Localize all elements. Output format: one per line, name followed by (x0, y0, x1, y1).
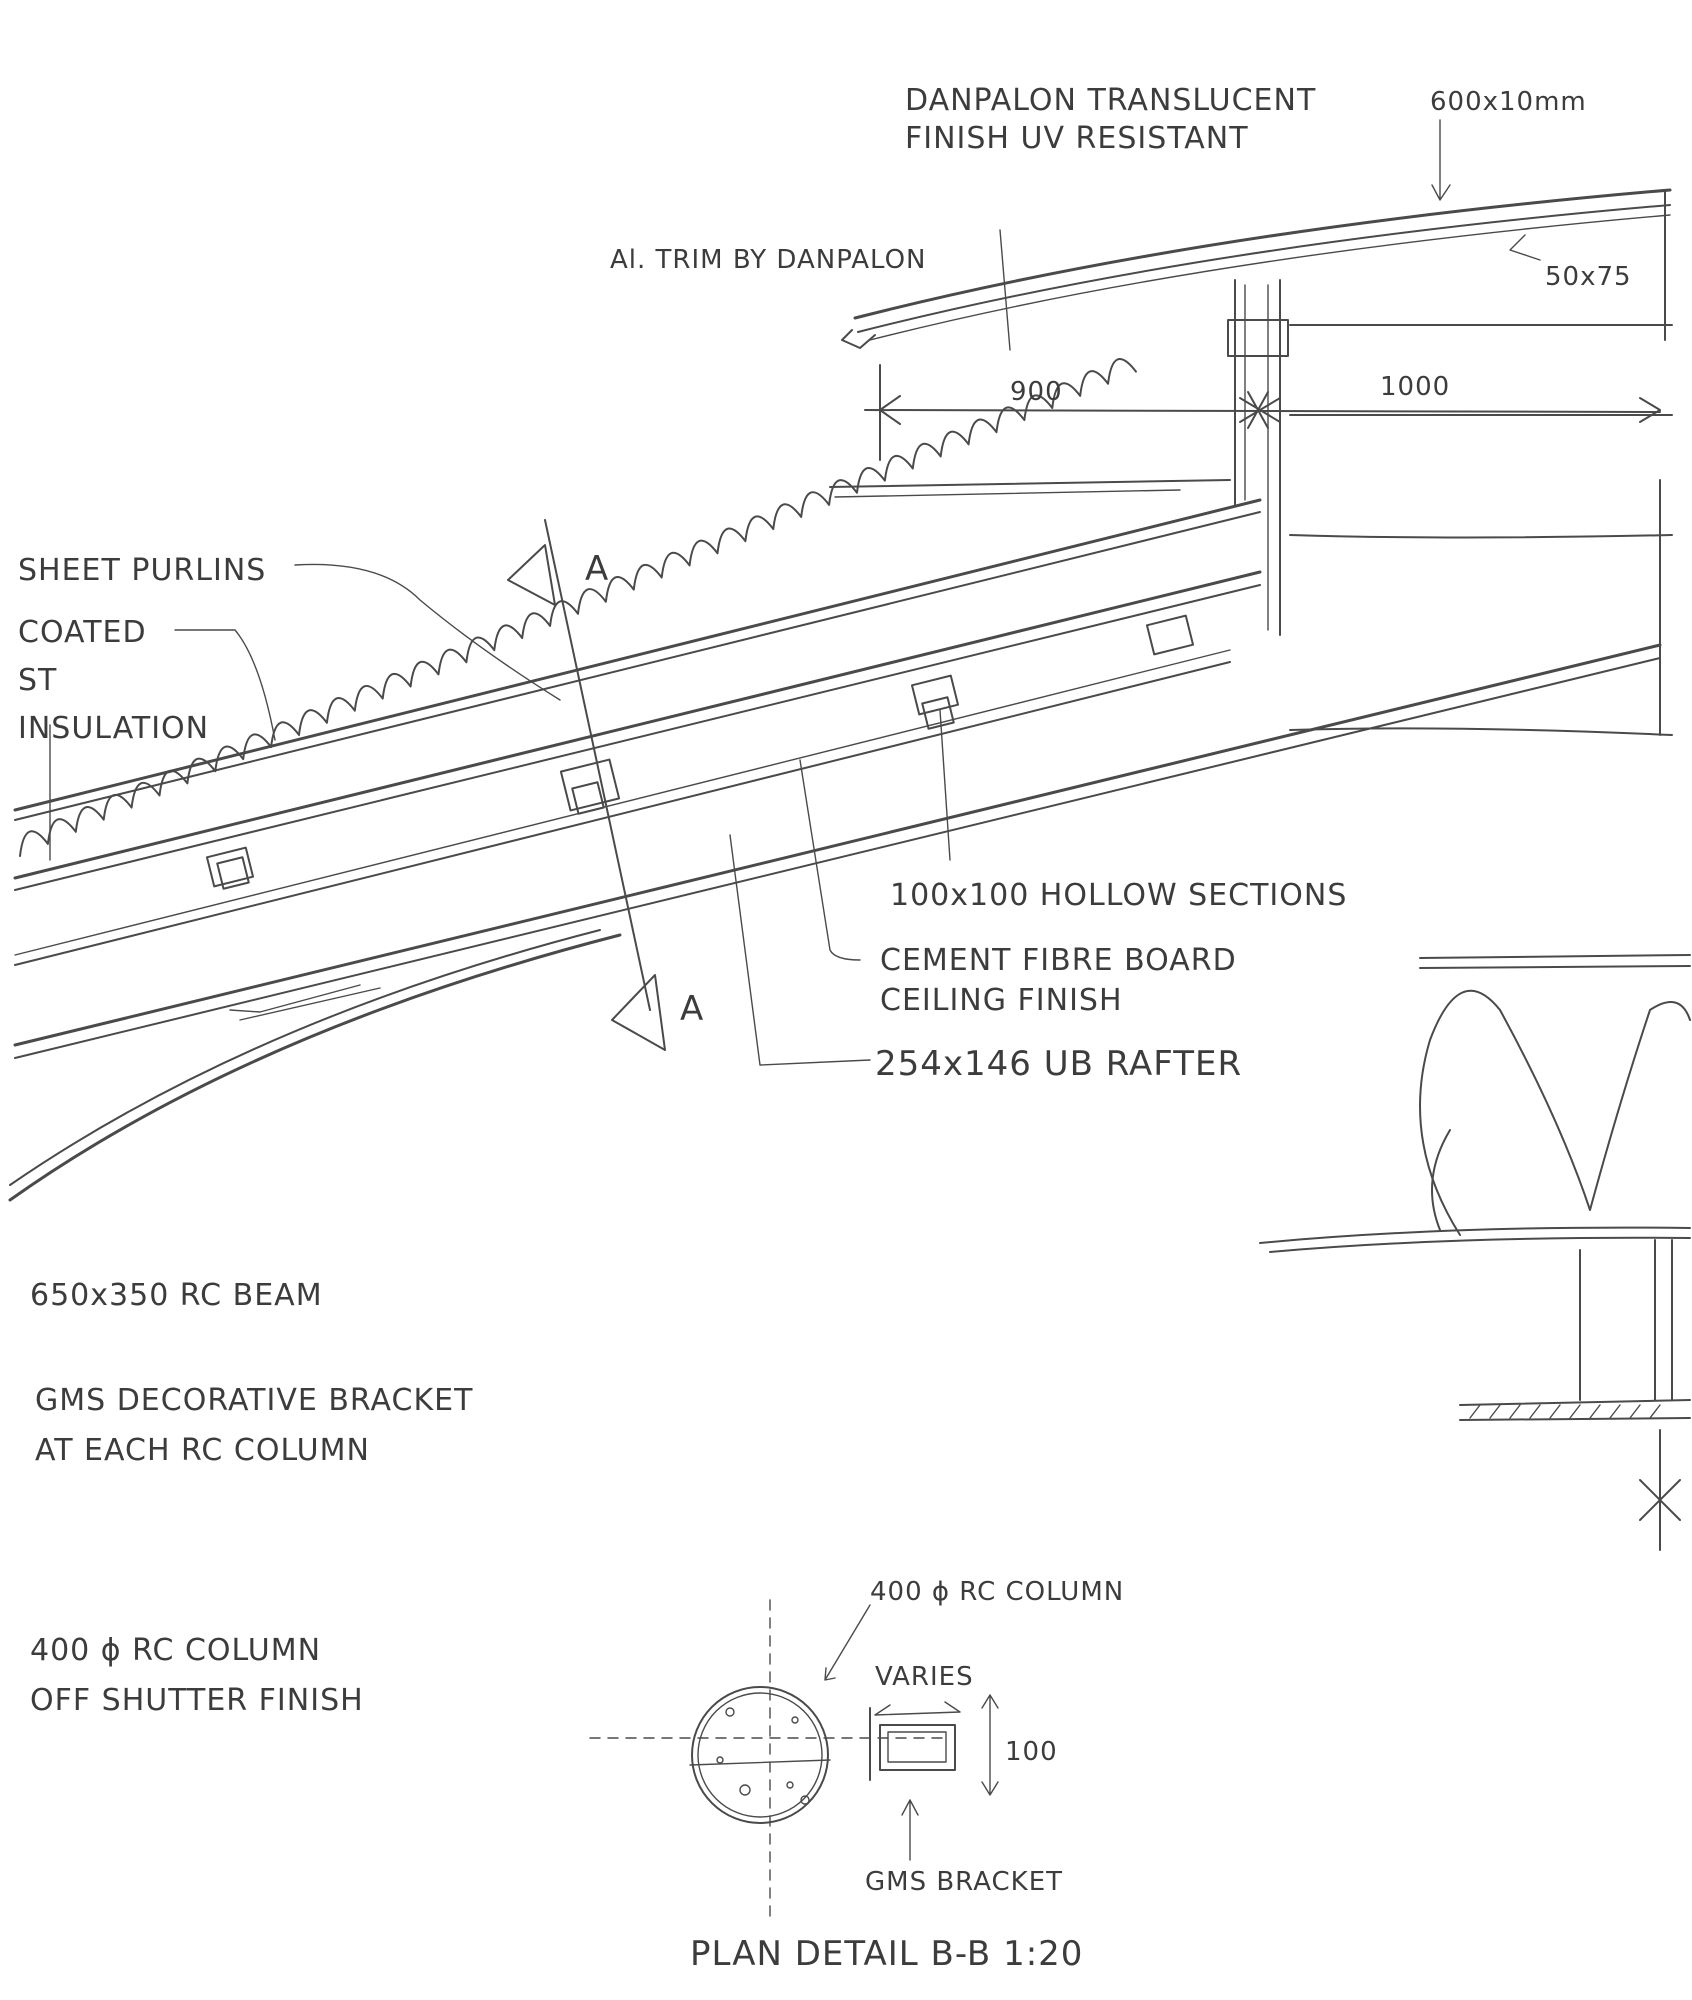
insulated-roof-section (13, 358, 1262, 966)
plan-detail-b-b (589, 1599, 999, 1921)
label-600x10: 600x10mm (1430, 87, 1587, 117)
label-roof-sheet-line2: FINISH UV RESISTANT (905, 121, 1249, 156)
label-ub-rafter: 254x146 UB RAFTER (875, 1044, 1242, 1084)
label-sheet-purlins: SHEET PURLINS (18, 553, 266, 588)
label-coated: COATED (18, 615, 147, 650)
label-at-each-rc-column: AT EACH RC COLUMN (35, 1433, 370, 1468)
label-off-shutter-finish: OFF SHUTTER FINISH (30, 1683, 364, 1718)
gms-bracket-plan (879, 1724, 956, 1771)
label-varies: VARIES (875, 1662, 974, 1692)
label-dim-900: 900 (1010, 377, 1063, 407)
label-rc-beam: 650x350 RC BEAM (30, 1278, 323, 1313)
label-gms-decorative-bracket: GMS DECORATIVE BRACKET (35, 1383, 473, 1418)
label-hollow-sections: 100x100 HOLLOW SECTIONS (890, 878, 1347, 913)
label-cement-fibre-board: CEMENT FIBRE BOARD (880, 943, 1237, 978)
dimension-line-900-1000 (829, 364, 1661, 498)
section-a-bottom-label: A (680, 989, 704, 1029)
label-roof-sheet-line1: DANPALON TRANSLUCENT (905, 83, 1316, 118)
rc-column-circle (691, 1686, 829, 1824)
label-coated-line2: ST (18, 663, 57, 698)
rafter-and-ceiling (8, 643, 1662, 1202)
bracket-detail-partial (1259, 954, 1691, 1551)
label-50x75: 50x75 (1545, 262, 1632, 292)
label-ceiling-finish: CEILING FINISH (880, 983, 1123, 1018)
label-insulation: INSULATION (18, 711, 209, 746)
annotation-labels: DANPALON TRANSLUCENT FINISH UV RESISTANT… (18, 83, 1632, 1974)
label-dim-100: 100 (1005, 1737, 1058, 1767)
label-gms-bracket: GMS BRACKET (865, 1867, 1063, 1897)
section-a-top-label: A (585, 549, 609, 589)
section-line-a-a: A A (507, 519, 704, 1051)
label-rc-column: 400 ϕ RC COLUMN (30, 1633, 321, 1668)
leader-lines (49, 119, 1541, 1066)
label-plan-title: PLAN DETAIL B-B 1:20 (690, 1934, 1083, 1974)
label-dim-1000: 1000 (1380, 372, 1450, 402)
label-al-trim: Al. TRIM BY DANPALON (610, 245, 927, 275)
label-plan-column: 400 ϕ RC COLUMN (870, 1577, 1124, 1607)
roof-sheet-assembly (841, 188, 1673, 736)
